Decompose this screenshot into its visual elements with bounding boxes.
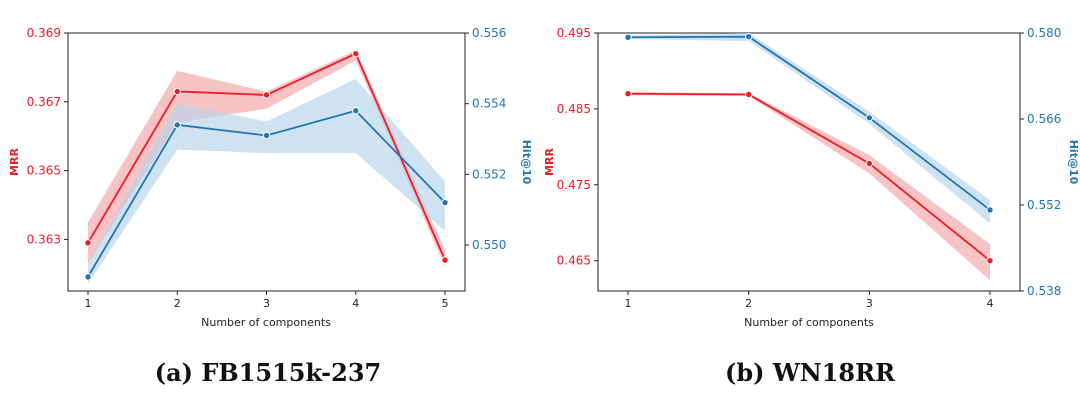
chart-a-y-right-tick-label: 0.550 bbox=[472, 238, 506, 252]
chart-a-ylabel-right: Hit@10 bbox=[520, 140, 533, 185]
chart-b-mrr-line bbox=[627, 92, 991, 262]
chart-a-y-left-tick-label: 0.369 bbox=[27, 26, 61, 40]
chart-b-hit-point bbox=[624, 33, 632, 41]
chart-b-xlabel: Number of components bbox=[744, 316, 874, 329]
chart-b-x-tick-label: 4 bbox=[987, 297, 994, 310]
chart-b-y-right-tick-label: 0.552 bbox=[1027, 198, 1061, 212]
chart-a-mrr-point bbox=[352, 49, 360, 58]
chart-b-x-tick-label: 3 bbox=[866, 297, 873, 310]
chart-b-y-left-tick-label: 0.485 bbox=[557, 102, 591, 116]
chart-b-plot: 1 2 3 4 0.465 0.475 0.485 0.495 0.538 0.552 0.566 0… bbox=[557, 26, 1062, 310]
chart-a-hit-point bbox=[173, 121, 181, 129]
chart-b-mrr-point bbox=[624, 90, 632, 98]
chart-b-hit-point bbox=[986, 206, 994, 214]
chart-a-hit-point bbox=[262, 131, 271, 140]
chart-a-x-tick-label: 2 bbox=[174, 297, 181, 310]
chart-a-y-right-tick-label: 0.554 bbox=[472, 97, 506, 111]
chart-a-ylabel-left: MRR bbox=[8, 148, 21, 176]
chart-a-y-left-tick-label: 0.365 bbox=[27, 164, 61, 178]
chart-b-y-left-tick-label: 0.465 bbox=[557, 254, 591, 268]
chart-a-mrr-point bbox=[173, 87, 181, 96]
chart-b-y-right-tick-label: 0.566 bbox=[1027, 112, 1061, 126]
chart-a-mrr-point bbox=[84, 239, 92, 247]
chart-b-x-tick-label: 1 bbox=[625, 297, 632, 310]
chart-b-y-right-tick-label: 0.580 bbox=[1027, 26, 1061, 40]
chart-b-y-right-tick-label: 0.538 bbox=[1027, 284, 1061, 298]
chart-a-y-right-tick-label: 0.552 bbox=[472, 167, 506, 181]
chart-b-hit-point bbox=[865, 114, 874, 122]
chart-b-mrr-point bbox=[986, 256, 994, 265]
chart-a-x-tick-label: 4 bbox=[352, 297, 359, 310]
chart-a-hit-point bbox=[352, 107, 360, 115]
chart-b-hit-line bbox=[627, 35, 991, 211]
chart-a-hit-point bbox=[441, 198, 449, 207]
chart-a-mrr-point bbox=[441, 256, 449, 264]
chart-b: Number of components MRR Hit@10 (b) WN18… bbox=[543, 26, 1080, 387]
chart-b-mrr-point bbox=[744, 90, 753, 99]
chart-b-mrr-confidence-band bbox=[628, 92, 990, 281]
chart-a-hit-confidence-band bbox=[88, 78, 445, 284]
chart-b-y-left-tick-label: 0.495 bbox=[557, 26, 591, 40]
chart-b-x-tick-label: 2 bbox=[745, 297, 752, 310]
chart-a: Number of components MRR Hit@10 (a) FB15… bbox=[8, 26, 533, 387]
chart-a-y-left-tick-label: 0.367 bbox=[27, 95, 61, 109]
chart-b-mrr-point bbox=[865, 159, 874, 168]
chart-a-xlabel: Number of components bbox=[201, 316, 331, 329]
chart-a-y-right-tick-label: 0.556 bbox=[472, 26, 506, 40]
chart-a-x-tick-label: 5 bbox=[442, 297, 449, 310]
chart-b-ylabel-right: Hit@10 bbox=[1067, 140, 1080, 185]
chart-a-mrr-point bbox=[262, 91, 271, 99]
chart-a-hit-point bbox=[84, 273, 92, 281]
chart-b-hit-point bbox=[744, 32, 753, 41]
chart-b-ylabel-left: MRR bbox=[543, 148, 556, 176]
chart-a-plot: 1 2 3 4 5 0.363 0.365 0.367 0.369 0.550 0.552 0.554… bbox=[27, 26, 507, 310]
chart-a-x-tick-label: 3 bbox=[263, 297, 270, 310]
chart-a-caption: (a) FB1515k-237 bbox=[155, 358, 381, 387]
chart-b-frame bbox=[597, 32, 1021, 292]
chart-a-x-tick-label: 1 bbox=[85, 297, 92, 310]
chart-a-y-left-tick-label: 0.363 bbox=[27, 232, 61, 246]
chart-b-y-left-tick-label: 0.475 bbox=[557, 178, 591, 192]
chart-b-caption: (b) WN18RR bbox=[725, 358, 896, 387]
